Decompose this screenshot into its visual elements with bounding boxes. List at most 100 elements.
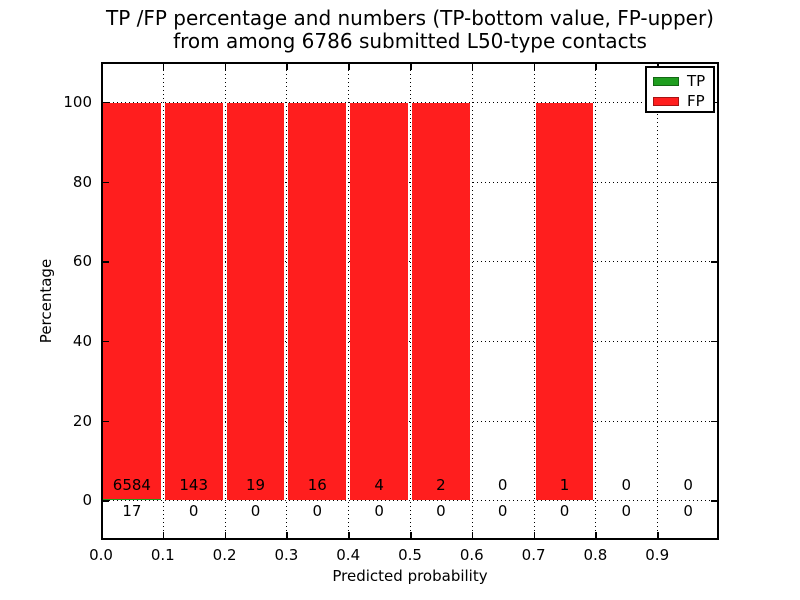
chart-title-line-2: from among 6786 submitted L50-type conta… (173, 29, 647, 53)
x-tick-mark (224, 532, 227, 538)
x-tick-mark-top (224, 64, 227, 70)
x-tick-mark (471, 532, 474, 538)
x-tick-mark-top (595, 64, 597, 70)
tp-count-label: 17 (122, 502, 142, 520)
fp-count-label: 143 (179, 476, 209, 494)
fp-bar-segment (164, 103, 223, 501)
fp-bar-segment (535, 103, 594, 501)
y-tick-label: 60 (72, 252, 92, 271)
legend-entry-fp: FP (653, 93, 713, 110)
x-tick-label: 0.1 (150, 546, 175, 564)
fp-count-label: 6584 (112, 476, 151, 494)
fp-count-label: 4 (374, 476, 384, 494)
tp-count-label: 0 (559, 502, 570, 520)
y-tick-mark (103, 181, 109, 183)
y-tick-label: 0 (82, 491, 92, 510)
y-tick-mark-right (711, 261, 717, 263)
x-gridline (471, 62, 473, 540)
tp-count-label: 0 (374, 502, 384, 520)
x-tick-mark (595, 532, 597, 538)
chart-title: TP /FP percentage and numbers (TP-bottom… (106, 7, 714, 53)
x-gridline (657, 62, 659, 540)
fp-count-label: 0 (621, 476, 632, 494)
y-tick-mark-right (711, 181, 717, 183)
x-tick-label: 0.8 (583, 546, 608, 564)
x-tick-mark (410, 532, 412, 538)
y-tick-mark (103, 261, 109, 263)
tp-count-label: 0 (683, 502, 693, 520)
y-tick-mark (103, 500, 109, 502)
tp-color-swatch-icon (653, 77, 679, 86)
y-tick-label: 80 (72, 172, 92, 191)
tp-count-label: 0 (621, 502, 632, 520)
y-tick-mark-right (711, 340, 717, 343)
x-gridline (410, 62, 411, 540)
y-gridline (101, 101, 719, 103)
y-axis-label: Percentage (37, 258, 55, 344)
fp-count-label: 2 (436, 476, 446, 494)
y-gridline (101, 181, 719, 183)
fp-bar-segment (350, 103, 408, 501)
x-tick-mark (162, 532, 165, 538)
x-gridline (533, 62, 535, 540)
x-tick-mark (348, 532, 350, 538)
x-tick-label: 0.4 (336, 546, 361, 564)
x-gridline (348, 62, 350, 540)
x-tick-mark (657, 532, 659, 538)
y-gridline (101, 420, 719, 422)
fp-count-label: 0 (497, 476, 508, 494)
x-tick-label: 0.7 (521, 546, 546, 564)
tp-count-label: 0 (312, 502, 323, 520)
fp-count-label: 16 (307, 476, 327, 494)
y-gridline (101, 340, 719, 342)
y-tick-mark (103, 420, 109, 422)
fp-bar-segment (412, 103, 470, 501)
fp-color-swatch-icon (653, 97, 679, 106)
y-tick-label: 40 (72, 331, 92, 350)
x-tick-mark-top (471, 64, 474, 70)
x-tick-label: 0.3 (274, 546, 299, 564)
x-gridline (595, 62, 597, 540)
y-tick-mark (103, 101, 109, 104)
y-tick-mark-right (711, 420, 717, 422)
y-tick-mark-right (711, 500, 717, 502)
x-tick-label: 0.2 (212, 546, 237, 564)
y-gridline (101, 500, 719, 502)
x-tick-mark-top (286, 64, 288, 70)
x-tick-label: 0.5 (398, 546, 422, 564)
y-tick-label: 100 (63, 92, 92, 111)
x-axis-label: Predicted probability (332, 567, 488, 585)
x-tick-mark-top (101, 64, 103, 70)
legend-entry-tp: TP (653, 73, 713, 90)
tp-count-label: 0 (188, 502, 199, 520)
x-tick-mark (533, 532, 536, 538)
tp-count-label: 0 (250, 502, 261, 520)
chart-title-line-1: TP /FP percentage and numbers (TP-bottom… (106, 6, 714, 30)
x-tick-label: 0.6 (459, 546, 484, 564)
fp-bar-segment (226, 103, 285, 501)
legend: TP FP (645, 66, 715, 113)
x-tick-mark-top (410, 64, 412, 70)
tp-count-label: 0 (436, 502, 446, 520)
x-gridline (162, 62, 164, 540)
x-gridline (286, 62, 288, 540)
fp-count-label: 1 (559, 476, 570, 494)
x-gridline (224, 62, 226, 540)
x-tick-label: 0.9 (645, 546, 670, 564)
fp-bar-segment (288, 103, 347, 501)
x-tick-mark (101, 532, 103, 538)
x-tick-label: 0.0 (89, 546, 113, 564)
fp-count-label: 19 (245, 476, 266, 494)
tp-count-label: 0 (497, 502, 508, 520)
fp-bar-segment (103, 103, 161, 500)
fp-count-label: 0 (683, 476, 693, 494)
legend-label-tp: TP (687, 72, 706, 90)
x-tick-mark-top (162, 64, 165, 70)
x-tick-mark-top (533, 64, 536, 70)
x-tick-mark-top (348, 64, 350, 70)
legend-label-fp: FP (687, 92, 705, 110)
y-gridline (101, 261, 719, 263)
y-tick-label: 20 (72, 411, 92, 430)
y-tick-mark (103, 340, 109, 343)
